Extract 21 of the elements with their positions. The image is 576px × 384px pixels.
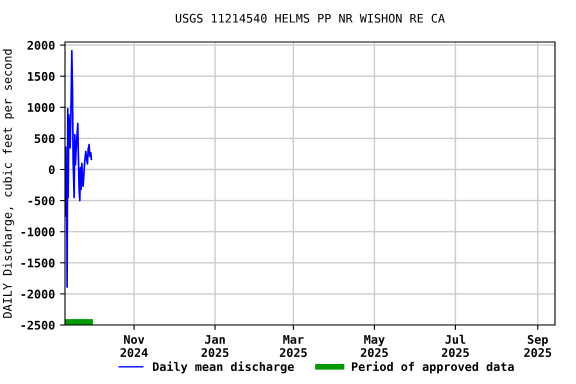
x-tick-label: May 2025 <box>360 335 388 358</box>
y-tick-label: -1500 <box>21 258 55 268</box>
legend-label: Period of approved data <box>352 361 514 374</box>
y-tick-label: 1500 <box>28 72 55 81</box>
y-tick-label: 0 <box>48 165 55 174</box>
x-tick-label: Jul 2025 <box>442 334 469 358</box>
y-tick-label: -2500 <box>21 320 55 330</box>
x-tick-label: Sep 2025 <box>524 334 552 358</box>
x-tick-label: Jan 2025 <box>202 335 228 358</box>
x-tick-label: Mar 2025 <box>280 335 307 358</box>
y-tick-label: 500 <box>34 134 55 144</box>
legend-label: Daily mean discharge <box>152 361 294 374</box>
y-tick-label: -1000 <box>21 227 55 236</box>
chart-title: USGS 11214540 HELMS PP NR WISHON RE CA <box>176 14 445 23</box>
y-tick-label: 1000 <box>28 103 55 112</box>
y-tick-label: -2000 <box>21 290 55 299</box>
line-series <box>65 50 92 288</box>
x-tick-label: Nov 2024 <box>120 335 148 358</box>
y-tick-label: 2000 <box>28 40 55 50</box>
y-tick-label: -500 <box>28 196 55 206</box>
y-axis-title: DAILY Discharge, cubic feet per second <box>2 50 14 318</box>
